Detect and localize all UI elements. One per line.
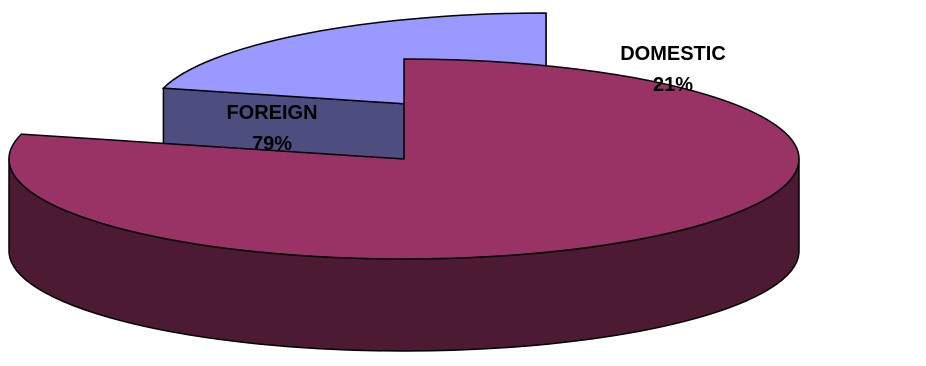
slice-label-domestic: DOMESTIC: [620, 43, 726, 65]
pie-slice-top: [8, 58, 800, 260]
pie-slice-foreign: [8, 58, 800, 352]
slice-label-foreign: FOREIGN: [226, 102, 317, 124]
slice-value-foreign: 79%: [252, 133, 292, 155]
slice-value-domestic: 21%: [653, 74, 693, 96]
